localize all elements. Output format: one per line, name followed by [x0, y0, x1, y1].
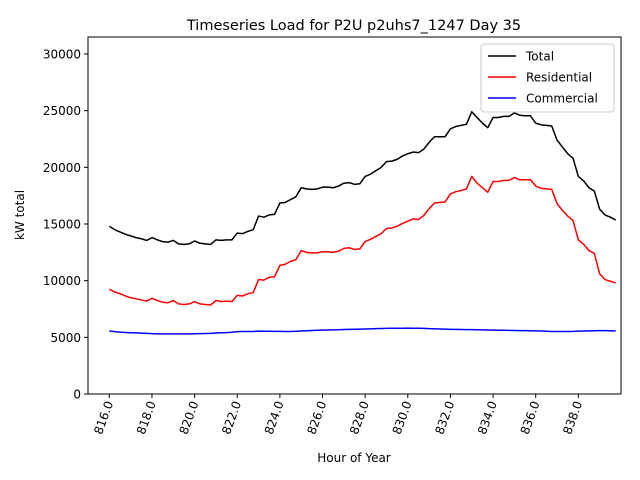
y-axis-label: kW total [13, 190, 27, 240]
series-line-total [108, 111, 617, 246]
y-tick-label: 5000 [50, 331, 81, 345]
y-tick-label: 30000 [43, 48, 81, 62]
series-line-commercial [109, 327, 616, 335]
y-tick-label: 15000 [43, 218, 81, 232]
x-tick-label: 824.0 [262, 399, 287, 436]
x-tick-label: 818.0 [134, 399, 159, 436]
y-tick-label: 20000 [43, 161, 81, 175]
x-tick-label: 836.0 [518, 399, 543, 436]
x-tick-label: 820.0 [177, 399, 202, 436]
legend: Total Residential Commercial [480, 43, 615, 113]
x-tick-label: 834.0 [475, 399, 500, 436]
x-tick-label: 822.0 [219, 399, 244, 436]
x-tick-label: 830.0 [390, 399, 415, 436]
x-tick-label: 816.0 [91, 399, 116, 436]
y-tick-label: 0 [73, 388, 81, 402]
plot-frame [87, 36, 622, 395]
y-tick-label: 10000 [43, 274, 81, 288]
legend-label-total: Total [525, 50, 554, 64]
x-tick-label: 826.0 [304, 399, 329, 436]
chart-title: Timeseries Load for P2U p2uhs7_1247 Day … [186, 18, 521, 34]
x-tick-label: 838.0 [560, 399, 585, 436]
legend-box [480, 43, 615, 113]
series-line-residential [108, 175, 616, 306]
x-axis-label: Hour of Year [317, 451, 391, 465]
legend-label-residential: Residential [526, 71, 592, 85]
x-tick-label: 828.0 [347, 399, 372, 436]
x-tick-label: 832.0 [432, 399, 457, 436]
y-tick-label: 25000 [43, 104, 81, 118]
legend-label-commercial: Commercial [526, 92, 598, 106]
